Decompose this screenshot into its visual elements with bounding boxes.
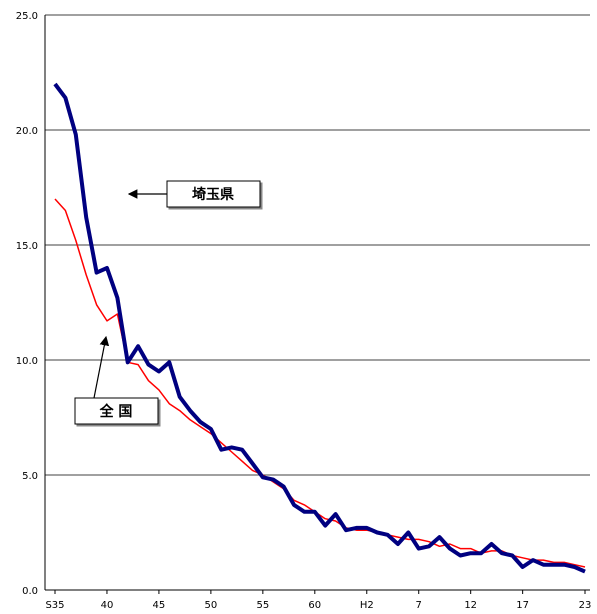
y-tick-label: 10.0 [16, 356, 38, 367]
x-tick-label: 40 [101, 600, 114, 611]
callout-saitama-label: 埼玉県 [192, 186, 234, 203]
x-tick-label: 60 [308, 600, 321, 611]
x-tick-label: 7 [416, 600, 422, 611]
series-line-saitama [53, 82, 586, 574]
axes [44, 15, 590, 591]
x-tick-label: H2 [360, 600, 374, 611]
x-tick-label: 55 [256, 600, 269, 611]
x-tick-label: S35 [45, 600, 64, 611]
callout-saitama: 埼玉県 [127, 180, 261, 208]
callout-national-box [74, 397, 159, 425]
series-line-national [54, 198, 586, 568]
y-tick-label: 0.0 [22, 586, 38, 597]
y-tick-label: 25.0 [16, 11, 38, 22]
y-tick-label: 20.0 [16, 126, 38, 137]
x-tick-label: 50 [205, 600, 218, 611]
grid-lines [45, 14, 590, 476]
x-tick-labels: S35 40 45 50 55 60 H2 7 12 17 23 [45, 590, 591, 611]
x-tick-label: 45 [153, 600, 166, 611]
y-tick-labels: 0.0 5.0 10.0 15.0 20.0 25.0 [16, 11, 38, 597]
callout-national: 全 国 [74, 335, 159, 425]
callout-saitama-box [166, 180, 261, 208]
x-tick-label: 23 [579, 600, 592, 611]
x-tick-label: 17 [516, 600, 529, 611]
y-tick-label: 5.0 [22, 471, 38, 482]
callout-national-label: 全 国 [99, 403, 133, 420]
y-tick-label: 15.0 [16, 241, 38, 252]
series-lines [53, 82, 586, 574]
callout-national-arrow [93, 335, 110, 399]
x-tick-label: 12 [464, 600, 477, 611]
